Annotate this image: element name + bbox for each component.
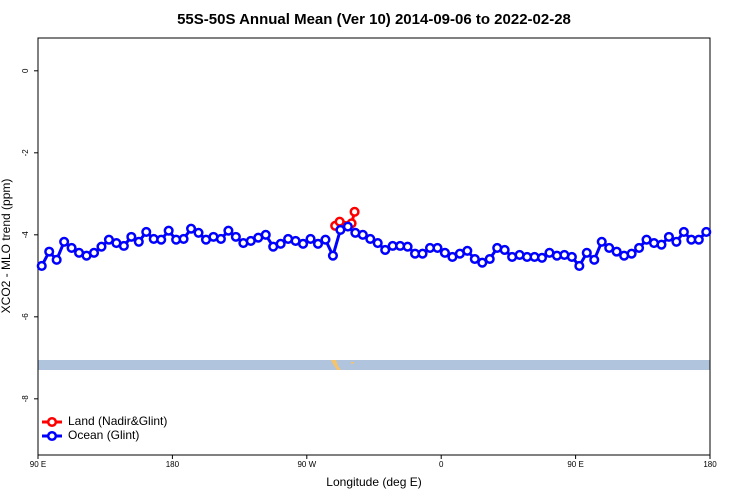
point xyxy=(357,229,368,240)
point xyxy=(44,246,55,257)
plot-frame xyxy=(37,37,711,456)
point xyxy=(36,260,47,272)
point xyxy=(260,229,271,240)
point xyxy=(141,226,152,237)
point xyxy=(589,254,600,265)
x-axis-label: Longitude (deg E) xyxy=(326,475,421,489)
x-tick-label: 0 xyxy=(439,460,444,469)
point xyxy=(566,251,577,263)
x-tick-label: 180 xyxy=(166,460,180,469)
legend-label: Ocean (Glint) xyxy=(68,428,139,442)
point xyxy=(349,206,360,217)
point xyxy=(604,242,615,253)
point xyxy=(126,231,137,242)
point xyxy=(186,223,197,234)
point xyxy=(51,254,62,265)
point xyxy=(469,253,480,265)
point xyxy=(305,233,316,244)
point xyxy=(596,236,607,247)
point xyxy=(327,250,338,261)
y-tick-label: -6 xyxy=(21,313,30,321)
point xyxy=(178,233,189,244)
point xyxy=(417,248,428,259)
point xyxy=(693,234,704,245)
point xyxy=(298,238,309,249)
point xyxy=(320,234,331,245)
point xyxy=(193,227,204,238)
point xyxy=(663,231,674,242)
x-tick-label: 90 E xyxy=(30,460,46,469)
point xyxy=(581,247,592,258)
point xyxy=(163,225,174,236)
legend: Land (Nadir&Glint)Ocean (Glint) xyxy=(42,414,167,442)
x-tick-label: 90 E xyxy=(567,460,583,469)
x-tick-label: 180 xyxy=(703,460,717,469)
point xyxy=(372,237,383,249)
y-tick-label: -4 xyxy=(21,231,30,239)
point xyxy=(230,231,241,242)
y-tick-label: 0 xyxy=(21,68,30,73)
point xyxy=(611,246,622,257)
point xyxy=(536,252,548,263)
point xyxy=(215,233,226,244)
point xyxy=(156,234,167,245)
point xyxy=(365,233,376,244)
point xyxy=(671,236,682,247)
point xyxy=(634,242,645,253)
point xyxy=(678,226,689,237)
point xyxy=(462,245,473,256)
point xyxy=(312,238,324,249)
chart-title: 55S-50S Annual Mean (Ver 10) 2014-09-06 … xyxy=(177,11,571,28)
point xyxy=(499,244,510,256)
y-tick-label: -2 xyxy=(21,149,30,157)
point xyxy=(118,240,129,251)
coverage-land xyxy=(351,362,354,364)
legend-label: Land (Nadir&Glint) xyxy=(68,414,167,428)
point xyxy=(574,260,585,272)
point xyxy=(439,247,450,258)
point xyxy=(133,236,144,247)
legend-marker xyxy=(46,430,58,442)
point xyxy=(275,238,286,249)
y-tick-label: -8 xyxy=(21,395,30,403)
x-tick-label: 90 W xyxy=(297,460,316,469)
legend-marker xyxy=(46,416,58,428)
point xyxy=(701,226,712,237)
point xyxy=(484,253,495,265)
point xyxy=(477,257,488,268)
point xyxy=(432,242,443,253)
point xyxy=(88,247,100,258)
point xyxy=(96,241,107,252)
point xyxy=(656,239,667,250)
point xyxy=(626,248,637,259)
coverage-band xyxy=(38,360,710,370)
point xyxy=(342,221,353,232)
point xyxy=(334,216,345,227)
point xyxy=(66,242,77,253)
point xyxy=(223,225,234,236)
point xyxy=(402,241,413,252)
point xyxy=(59,236,70,247)
point xyxy=(380,244,391,256)
coverage-land xyxy=(331,360,341,370)
y-axis-label: XCO2 - MLO trend (ppm) xyxy=(0,179,13,314)
